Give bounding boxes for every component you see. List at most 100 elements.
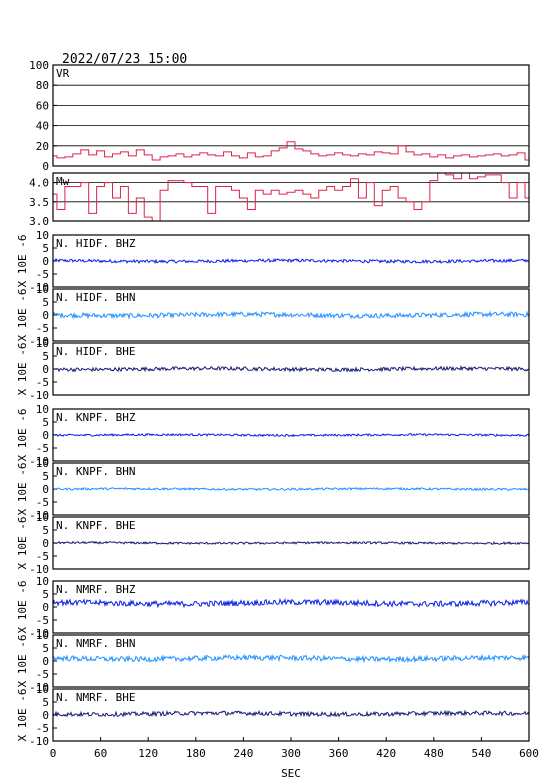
x-axis: 0 60 120 180 240 300 360 420 480 540 600 [50,737,539,760]
y-axis-label: X 10E -6 [16,635,29,688]
y-tick-label: -5 [36,376,49,389]
y-tick-label: 5 [42,642,49,655]
y-tick-label: 80 [36,79,49,92]
y-tick-label: -5 [36,614,49,627]
y-axis-label: X 10E -6 [16,235,29,288]
y-tick-label: 5 [42,296,49,309]
panel-frame [52,64,530,167]
y-tick-label: 10 [36,683,49,696]
x-axis-label: SEC [281,767,301,780]
y-axis-label: X 10E -6 [16,289,29,342]
y-tick-label: -10 [29,335,49,348]
y-tick-label: 4.0 [29,177,49,190]
trace-line [53,172,529,222]
panel-frame [52,234,530,288]
y-axis-label: X 10E -6 [16,517,29,570]
panel-label: Mw [56,175,70,188]
panel-label: N. KNPF. BHZ [56,411,136,424]
y-tick-label: 10 [36,283,49,296]
x-tick-label: 480 [424,747,444,760]
x-tick-label: 60 [94,747,107,760]
panel-label: N. HIDF. BHN [56,291,135,304]
y-tick-label: 3.5 [29,196,49,209]
panel-frame [52,408,530,462]
y-tick-label: -10 [29,281,49,294]
trace-line [52,540,530,546]
y-tick-label: 0 [42,709,49,722]
y-tick-label: -10 [29,455,49,468]
y-tick-label: 0 [42,309,49,322]
y-axis-label: X 10E -6 [16,689,29,742]
panel-frame [52,580,530,634]
y-tick-label: 5 [42,242,49,255]
y-tick-label: 0 [42,429,49,442]
panel-0: 100 80 60 40 20 0 VR [29,59,530,173]
y-tick-label: -10 [29,627,49,640]
x-tick-label: 240 [233,747,253,760]
y-tick-label: 10 [36,337,49,350]
panel-label: N. HIDF. BHE [56,345,135,358]
y-tick-label: 0 [42,537,49,550]
y-tick-label: -5 [36,722,49,735]
x-tick-label: 600 [519,747,539,760]
y-tick-label: 10 [36,229,49,242]
x-tick-label: 300 [281,747,301,760]
x-tick-label: 0 [50,747,57,760]
y-axis-label: X 10E -6 [16,343,29,396]
panel-9: 10 50-5 -10X 10E -6 N. NMRF. BHN [16,629,530,694]
y-tick-label: -10 [29,389,49,402]
y-tick-label: 0 [42,601,49,614]
y-tick-label: 5 [42,350,49,363]
y-tick-label: 10 [36,575,49,588]
panel-label: N. KNPF. BHE [56,519,135,532]
y-tick-label: -10 [29,563,49,576]
y-tick-label: 0 [42,655,49,668]
panel-label: N. NMRF. BHN [56,637,135,650]
y-tick-label: 60 [36,99,49,112]
y-tick-label: 40 [36,120,49,133]
y-tick-label: 0 [42,160,49,173]
y-tick-label: -5 [36,322,49,335]
y-tick-label: -5 [36,442,49,455]
y-tick-label: 10 [36,403,49,416]
y-tick-label: -5 [36,268,49,281]
x-tick-label: 540 [471,747,491,760]
trace-line [52,597,530,609]
panel-label: N. HIDF. BHZ [56,237,136,250]
panel-frame [52,462,530,516]
y-tick-label: 5 [42,696,49,709]
y-tick-label: 0 [42,483,49,496]
chart-datetime: 2022/07/23 15:00 [62,52,187,67]
y-tick-label: 100 [29,59,49,72]
panel-1: 4.0 3.5 3.0 Mw [29,172,530,228]
trace-line [52,310,530,320]
trace-line [52,709,530,718]
trace-line [52,486,530,492]
panel-label: VR [56,67,70,80]
y-tick-label: 10 [36,457,49,470]
y-tick-label: -5 [36,668,49,681]
y-tick-label: 5 [42,416,49,429]
trace-line [52,364,530,373]
panel-frame [52,288,530,342]
panel-frame [52,634,530,688]
x-tick-label: 180 [186,747,206,760]
y-tick-label: 5 [42,524,49,537]
y-tick-label: -5 [36,496,49,509]
y-tick-label: -10 [29,735,49,748]
y-tick-label: 5 [42,470,49,483]
y-tick-label: 0 [42,255,49,268]
y-tick-label: 5 [42,588,49,601]
trace-line [52,258,530,265]
x-tick-label: 360 [329,747,349,760]
trace-line [52,653,530,664]
y-tick-label: 0 [42,363,49,376]
